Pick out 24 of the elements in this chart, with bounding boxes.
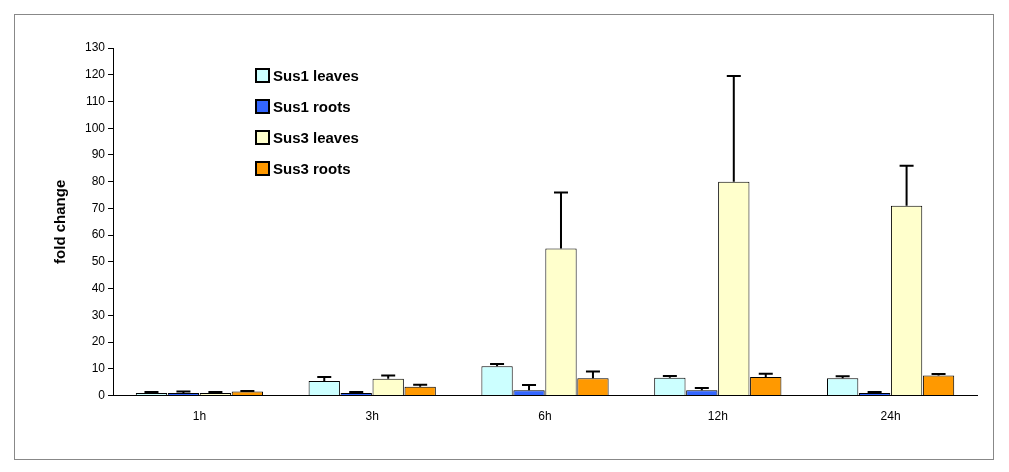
x-tick-label: 1h — [192, 409, 207, 424]
legend-label: Sus3 roots — [273, 160, 351, 177]
x-tick-label: 24h — [880, 409, 901, 424]
y-tick-label: 60 — [91, 227, 106, 242]
y-tick-label: 30 — [91, 307, 106, 322]
legend-label: Sus1 leaves — [273, 67, 359, 84]
y-tick-label: 50 — [91, 254, 106, 269]
x-tick-label: 3h — [365, 409, 379, 424]
x-tick-label: 6h — [538, 409, 552, 424]
y-tick-label: 110 — [85, 93, 106, 108]
y-tick-label: 70 — [91, 200, 106, 215]
legend-label: Sus1 roots — [273, 98, 351, 115]
y-tick-label: 20 — [91, 334, 106, 349]
y-tick-label: 120 — [84, 67, 106, 82]
y-tick-label: 100 — [84, 120, 106, 135]
y-tick-label: 80 — [91, 174, 106, 188]
y-tick-label: 0 — [98, 387, 106, 402]
y-tick-label: 10 — [91, 361, 106, 376]
x-tick-label: 12h — [707, 409, 728, 424]
y-tick-label: 90 — [91, 147, 106, 162]
y-axis-title: fold change — [51, 179, 69, 264]
y-tick-label: 40 — [91, 280, 106, 295]
legend-label: Sus3 leaves — [273, 129, 359, 146]
y-tick-label: 130 — [84, 40, 106, 55]
